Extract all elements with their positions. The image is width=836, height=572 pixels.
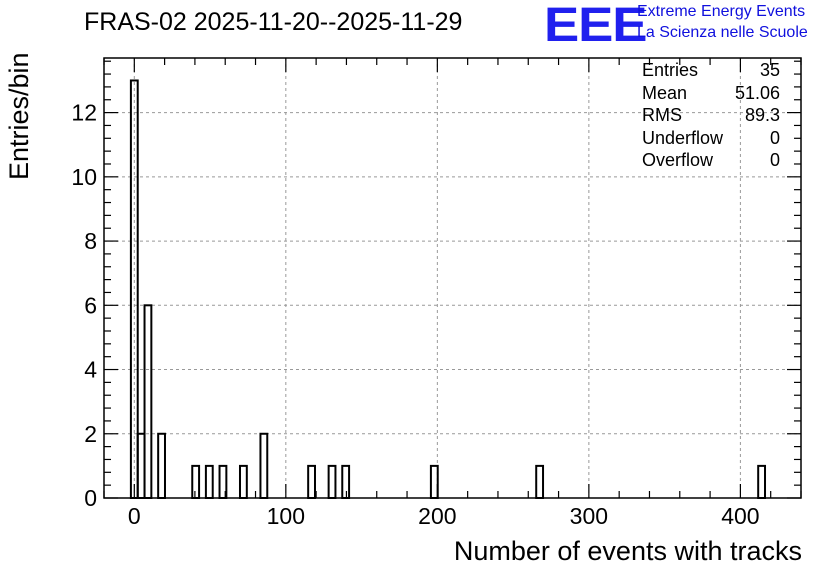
histogram-bar-8	[259, 432, 269, 499]
histogram-bar-7	[238, 464, 248, 499]
histogram-bar-9	[307, 464, 316, 499]
stats-row: Overflow 0	[642, 149, 780, 172]
logo-line-1: Extreme Energy Events	[637, 3, 806, 20]
y-axis-label: Entries/bin	[4, 52, 34, 180]
plot-frame	[103, 57, 802, 499]
histogram-bar-1	[136, 432, 146, 499]
histogram-bar-5	[204, 464, 214, 499]
logo-line-2: La Scienza nelle Scuole	[637, 24, 808, 41]
x-tick-label: 300	[570, 503, 608, 529]
stats-label: RMS	[642, 105, 682, 125]
x-tick-label: 400	[721, 503, 759, 529]
stats-row: Underflow 0	[642, 127, 780, 150]
x-tick-label: 100	[267, 503, 305, 529]
eee-logo: EEE	[544, 0, 647, 52]
stats-value: 0	[769, 150, 780, 170]
stats-value: 51.06	[734, 82, 780, 103]
y-tick-label: 0	[84, 485, 97, 511]
histogram-bar-11	[341, 464, 351, 499]
axis-ticks	[103, 58, 802, 499]
histogram-bar-13	[535, 464, 545, 499]
stats-label: Underflow	[642, 127, 724, 148]
stats-label: Entries	[642, 60, 699, 80]
stats-label: Mean	[642, 82, 688, 103]
stats-value: 35	[759, 60, 780, 80]
grid-lines	[104, 58, 801, 498]
histogram-bar-2	[143, 304, 153, 499]
axis-tick-labels: 0 100 200 300 400 0 2 4 6 8 10 12	[71, 100, 759, 529]
histogram-bar-4	[191, 464, 201, 499]
y-tick-label: 10	[71, 164, 97, 190]
x-tick-label: 200	[418, 503, 456, 529]
histogram-bar-14	[757, 464, 767, 499]
stats-value: 0	[769, 127, 780, 148]
x-tick-label: 0	[128, 503, 141, 529]
y-tick-label: 6	[84, 292, 97, 318]
chart-title: FRAS-02 2025-11-20--2025-11-29	[84, 8, 463, 36]
histogram-bar-10	[327, 464, 337, 499]
stats-row: RMS 89.3	[642, 104, 780, 127]
histogram-bar-12	[429, 464, 439, 499]
x-axis-label: Number of events with tracks	[453, 536, 802, 566]
y-tick-label: 12	[71, 100, 97, 126]
stats-row: Mean 51.06	[642, 82, 780, 105]
y-tick-label: 4	[84, 357, 97, 383]
histogram-bar-3	[157, 432, 166, 499]
stats-row: Entries 35	[642, 59, 780, 82]
y-tick-label: 8	[84, 228, 97, 254]
stats-box: Entries 35 Mean 51.06 RMS 89.3 Underflow 0 Overf…	[642, 59, 780, 172]
stats-label: Overflow	[642, 150, 714, 170]
y-tick-label: 2	[84, 421, 97, 447]
stats-value: 89.3	[744, 105, 780, 125]
